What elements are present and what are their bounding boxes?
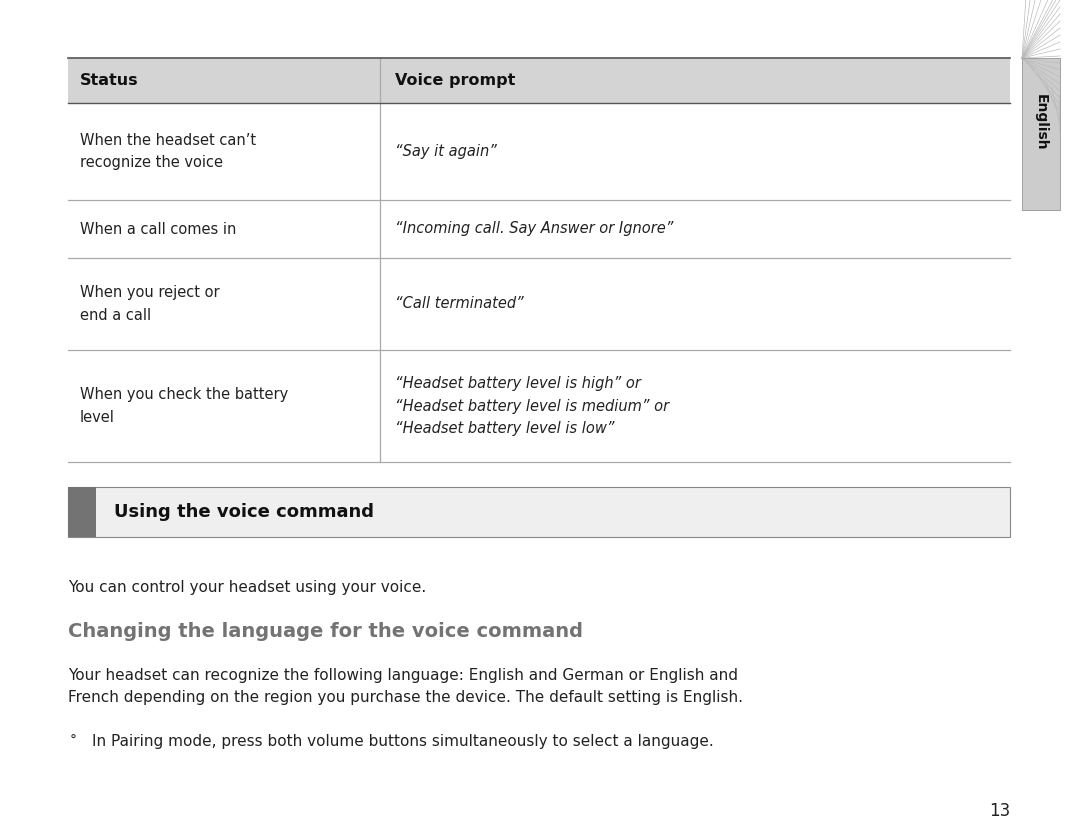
Bar (1022, 58, 1059, 210)
Text: When you check the battery
level: When you check the battery level (80, 387, 288, 424)
Text: Using the voice command: Using the voice command (114, 503, 374, 521)
Text: You can control your headset using your voice.: You can control your headset using your … (68, 580, 427, 595)
Text: Your headset can recognize the following language: English and German or English: Your headset can recognize the following… (68, 668, 743, 705)
Bar (68, 58, 1010, 103)
Text: In Pairing mode, press both volume buttons simultaneously to select a language.: In Pairing mode, press both volume butto… (92, 734, 714, 749)
Text: When you reject or
end a call: When you reject or end a call (80, 286, 219, 323)
Text: Status: Status (80, 73, 138, 88)
Text: When a call comes in: When a call comes in (80, 222, 237, 237)
Bar (1022, 58, 1059, 210)
Text: “Call terminated”: “Call terminated” (395, 297, 524, 312)
Text: When the headset can’t
recognize the voice: When the headset can’t recognize the voi… (80, 133, 256, 170)
Bar (68, 487, 1010, 537)
Text: “Incoming call. Say Answer or Ignore”: “Incoming call. Say Answer or Ignore” (395, 222, 673, 237)
Text: 13: 13 (989, 802, 1010, 820)
Text: “Say it again”: “Say it again” (395, 144, 497, 159)
Text: English: English (1034, 93, 1048, 150)
Bar (68, 487, 96, 537)
Text: Voice prompt: Voice prompt (395, 73, 515, 88)
Text: Changing the language for the voice command: Changing the language for the voice comm… (68, 622, 583, 641)
Bar (1022, 58, 1059, 210)
Text: “Headset battery level is high” or
“Headset battery level is medium” or
“Headset: “Headset battery level is high” or “Head… (395, 376, 670, 436)
Text: °: ° (70, 734, 77, 748)
